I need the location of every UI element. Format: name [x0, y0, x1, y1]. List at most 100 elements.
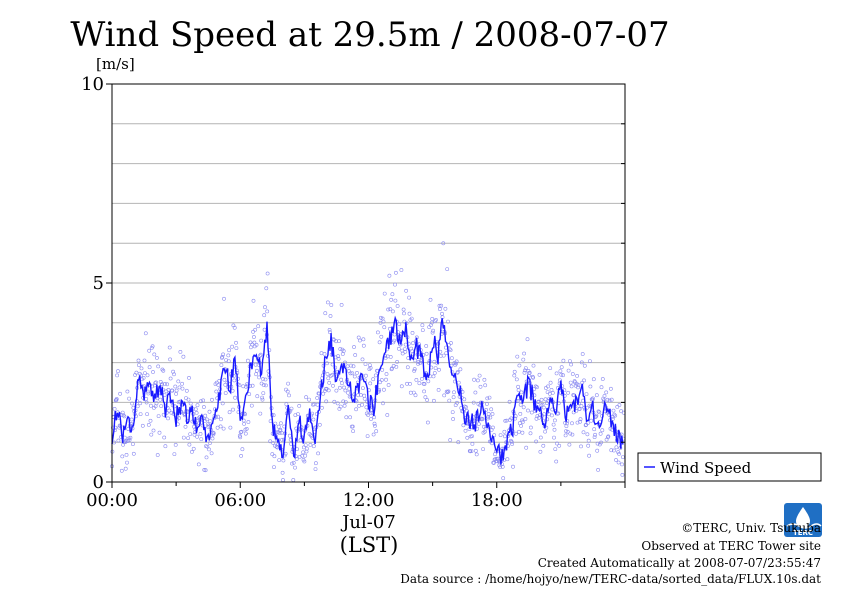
series-line [111, 315, 624, 465]
scatter-point [276, 442, 281, 447]
scatter-point [512, 373, 517, 378]
scatter-point [369, 417, 374, 421]
scatter-point [163, 381, 167, 386]
scatter-point [575, 420, 580, 425]
scatter-point [154, 380, 158, 385]
scatter-point [392, 338, 397, 343]
scatter-point [546, 384, 550, 389]
scatter-point [231, 407, 235, 412]
scatter-point [251, 335, 256, 339]
scatter-point [208, 419, 213, 424]
scatter-point [151, 428, 156, 433]
scatter-point [500, 464, 505, 469]
scatter-point [477, 373, 482, 378]
scatter-point [392, 332, 397, 337]
scatter-point [177, 416, 182, 420]
chart-title: Wind Speed at 29.5m / 2008-07-07 [70, 15, 669, 55]
scatter-point [531, 375, 536, 380]
scatter-point [498, 433, 503, 438]
scatter-point [558, 378, 562, 383]
scatter-point [431, 398, 436, 403]
scatter-point [458, 367, 463, 372]
scatter-point [409, 346, 414, 351]
scatter-point [448, 348, 453, 353]
scatter-point [559, 372, 564, 377]
credit-source: Data source : /home/hojyo/new/TERC-data/… [400, 572, 821, 586]
scatter-point [358, 392, 363, 397]
scatter-point [605, 397, 610, 402]
scatter-point [399, 384, 404, 389]
scatter-point [205, 444, 210, 449]
scatter-point [484, 407, 489, 412]
scatter-point [135, 404, 140, 409]
scatter-point [414, 377, 419, 382]
scatter-point [286, 381, 291, 386]
scatter-point [401, 307, 406, 312]
series-line-layer [111, 315, 624, 465]
scatter-point [589, 418, 594, 423]
scatter-point [432, 359, 437, 364]
scatter-point [186, 397, 191, 402]
scatter-point [311, 444, 316, 449]
scatter-point [178, 349, 183, 354]
scatter-point [329, 303, 334, 307]
scatter-point [524, 445, 529, 450]
scatter-point [469, 449, 474, 454]
scatter-point [221, 352, 226, 357]
scatter-point [596, 409, 601, 414]
scatter-point [405, 365, 410, 370]
scatter-point [501, 476, 506, 481]
scatter-point [426, 379, 431, 384]
scatter-point [422, 382, 427, 386]
scatter-point [264, 286, 269, 291]
scatter-point [478, 384, 483, 389]
scatter-point [251, 329, 256, 334]
scatter-point [352, 374, 357, 379]
scatter-point [592, 435, 597, 440]
scatter-point [569, 384, 574, 389]
scatter-point [381, 319, 386, 324]
scatter-point [456, 380, 461, 385]
scatter-point [561, 373, 565, 378]
scatter-point [442, 393, 447, 398]
scatter-point [430, 330, 435, 335]
scatter-point [385, 413, 390, 417]
y-tick-label: 10 [81, 74, 104, 95]
scatter-point [260, 397, 265, 402]
scatter-point [420, 323, 425, 328]
scatter-point [227, 410, 232, 415]
scatter-point [153, 381, 158, 386]
scatter-point [128, 435, 133, 440]
scatter-point [140, 423, 145, 428]
scatter-point [592, 427, 597, 432]
scatter-point [348, 415, 353, 420]
scatter-point [569, 362, 574, 367]
scatter-point [122, 414, 127, 419]
scatter-point [502, 434, 507, 439]
scatter-point [517, 429, 521, 434]
scatter-point [278, 427, 283, 432]
scatter-point [523, 366, 528, 371]
scatter-point [187, 442, 192, 447]
x-tick-label: 18:00 [471, 490, 523, 511]
scatter-point [387, 326, 392, 331]
scatter-point [407, 311, 412, 316]
scatter-point [523, 417, 528, 421]
scatter-point [451, 395, 456, 400]
scatter-point [595, 441, 600, 446]
scatter-point [601, 399, 606, 404]
scatter-point [542, 412, 547, 417]
scatter-point [285, 389, 290, 394]
scatter-point [317, 422, 322, 427]
scatter-point [554, 371, 559, 376]
scatter-point [583, 423, 588, 428]
scatter-point [510, 442, 514, 446]
scatter-point [263, 383, 268, 388]
scatter-point [474, 452, 479, 457]
scatter-point [613, 413, 618, 418]
scatter-point [250, 383, 255, 388]
scatter-point [515, 354, 520, 359]
scatter-point [581, 430, 586, 435]
scatter-point [579, 404, 584, 408]
scatter-point [462, 397, 467, 402]
